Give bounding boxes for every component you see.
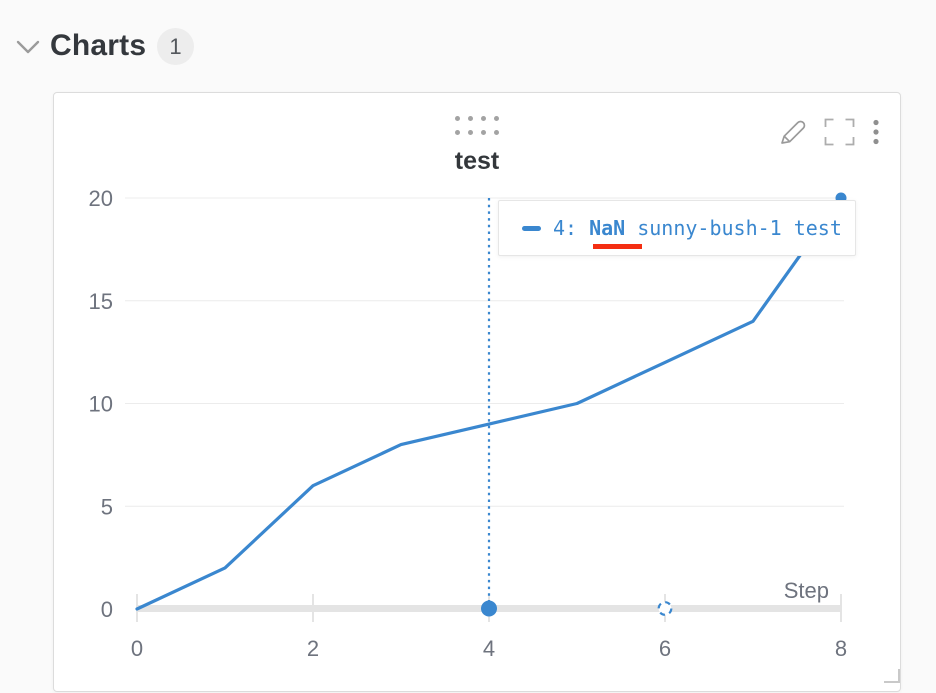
nan-point-marker: [657, 601, 673, 616]
chart-canvas: 0 5 10 15 20 0 2 4 6 8 Step: [89, 186, 848, 661]
y-axis-label: 5: [101, 494, 113, 519]
y-axis-label: 20: [89, 186, 113, 211]
chevron-down-icon[interactable]: [15, 35, 41, 59]
chart-tooltip: 4: NaN sunny-bush-1 test: [498, 200, 856, 256]
drag-handle-dots-icon[interactable]: [455, 116, 499, 135]
tooltip-run-name: sunny-bush-1: [637, 216, 782, 240]
kebab-menu-icon[interactable]: [872, 119, 880, 145]
charts-count-badge: 1: [157, 28, 194, 65]
y-axis-label: 0: [101, 597, 113, 622]
resize-corner-icon[interactable]: [884, 669, 900, 683]
section-title: Charts: [50, 29, 147, 62]
chart-title: test: [454, 147, 500, 175]
step-slider-handle[interactable]: [481, 600, 497, 617]
x-axis-title: Step: [784, 578, 829, 603]
fullscreen-brackets-icon[interactable]: [824, 118, 855, 146]
x-axis-label: 6: [659, 636, 671, 661]
panel-toolbar: [779, 117, 880, 146]
x-axis-label: 4: [483, 636, 495, 661]
x-axis-label: 8: [835, 636, 847, 661]
tooltip-step: 4:: [553, 216, 578, 240]
x-axis-label: 2: [307, 636, 319, 661]
series-line: [135, 196, 843, 611]
y-axis-label: 10: [89, 392, 113, 417]
x-axis-label: 0: [131, 636, 143, 661]
series-swatch: [522, 225, 541, 231]
pencil-icon[interactable]: [779, 117, 807, 146]
charts-section-header: Charts 1: [0, 0, 936, 92]
y-axis-label: 15: [89, 289, 113, 314]
tooltip-metric-name: test: [793, 216, 842, 240]
tooltip-nan-value: NaN: [589, 216, 643, 249]
chart-panel: test 0 5 10 15 20 0 2 4 6 8 Step 4: NaN sunny-bush…: [53, 92, 901, 692]
